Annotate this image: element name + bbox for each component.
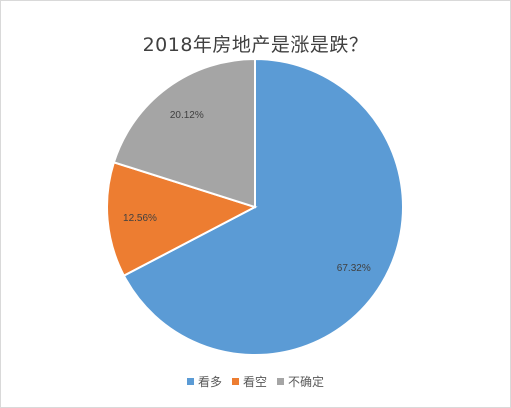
pie-slice-uncertain	[112, 57, 256, 209]
legend-item-uncertain: 不确定	[277, 373, 324, 390]
legend-swatch-uncertain	[277, 378, 284, 385]
legend: 看多 看空 不确定	[0, 373, 511, 390]
legend-item-bearish: 看空	[231, 373, 267, 390]
pie-slice-bullish	[122, 57, 404, 356]
data-label-bullish: 67.32%	[337, 263, 371, 274]
legend-swatch-bullish	[186, 378, 194, 385]
legend-label-uncertain: 不确定	[288, 375, 325, 389]
data-label-bearish: 12.56%	[123, 213, 157, 224]
chart-title: 2018年房地产是涨是跌？	[142, 34, 369, 56]
data-label-uncertain: 20.12%	[170, 110, 204, 121]
pie-slice-bearish	[106, 161, 258, 278]
legend-item-bullish: 看多	[186, 373, 222, 390]
legend-label-bearish: 看空	[242, 375, 267, 389]
legend-swatch-bearish	[231, 378, 239, 385]
legend-label-bullish: 看多	[197, 375, 222, 389]
